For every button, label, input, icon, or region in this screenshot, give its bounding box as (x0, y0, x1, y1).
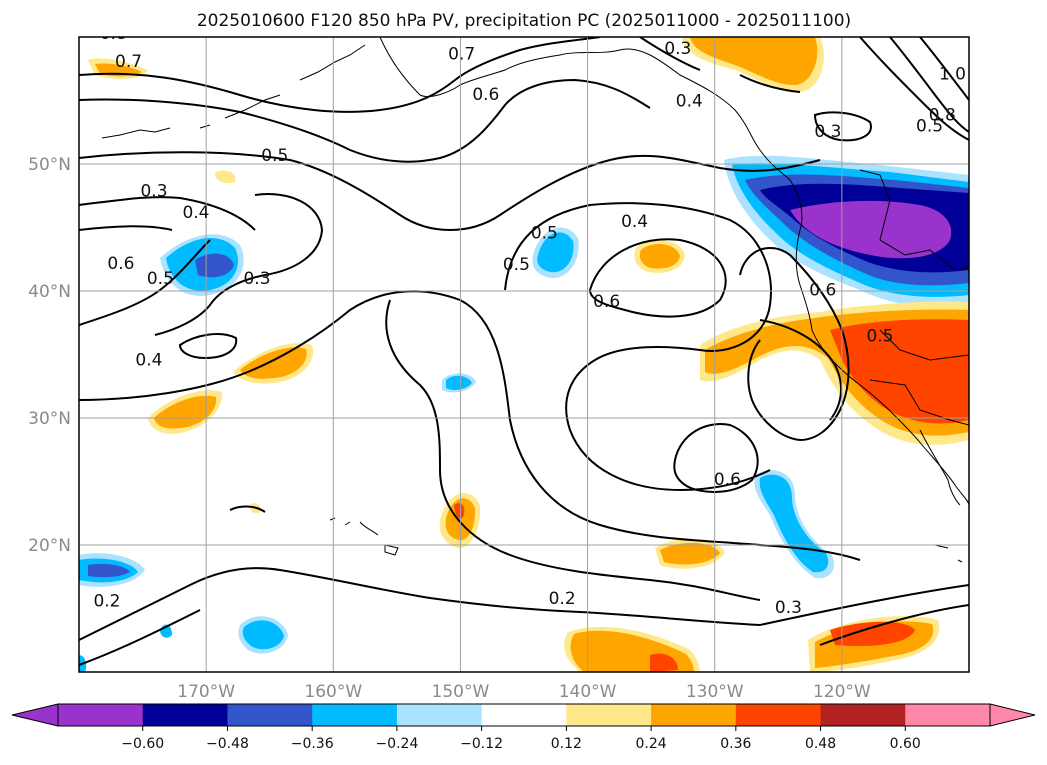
contour-label: 0.8 (100, 24, 127, 44)
contour-label: 0.7 (448, 44, 475, 64)
latitude-label: 50°N (28, 155, 71, 175)
colorbar-bin (651, 704, 737, 726)
contour-label: 0.3 (814, 122, 841, 142)
contour-label: 0.5 (261, 146, 288, 166)
colorbar-tick-label: 0.36 (720, 736, 751, 752)
latitude-labels: 50°N 40°N 30°N 20°N (28, 155, 71, 556)
colorbar-bin (481, 704, 567, 726)
contour-label: 0.6 (472, 85, 499, 105)
colorbar-tick-label: −0.60 (121, 736, 164, 752)
colorbar-tick-label: 0.12 (551, 736, 582, 752)
map-title: 2025010600 F120 850 hPa PV, precipitatio… (197, 11, 851, 31)
colorbar-bin (396, 704, 483, 726)
longitude-labels: 170°W 160°W 150°W 140°W 130°W 120°W (177, 682, 871, 702)
colorbar-bin (58, 704, 144, 726)
colorbar: −0.60 −0.48 −0.36 −0.24 −0.12 0.12 0.24 0.36 0.4… (11, 703, 1036, 752)
contour-label: 0.8 (929, 105, 956, 125)
colorbar-bin (905, 704, 991, 726)
colorbar-under-arrow (11, 703, 59, 727)
colorbar-tick-label: −0.12 (460, 736, 503, 752)
longitude-label: 130°W (686, 682, 744, 702)
colorbar-bin (227, 704, 313, 726)
latitude-label: 30°N (28, 409, 71, 429)
contour-label: 0.5 (916, 117, 943, 137)
latitude-label: 20°N (28, 536, 71, 556)
colorbar-tick-label: −0.36 (291, 736, 334, 752)
colorbar-bin (735, 704, 822, 726)
grid-lines (79, 37, 969, 672)
contour-label: 0.5 (531, 223, 558, 243)
contour-labels: 0.80.7 0.70.60.30.40.30.50.30.4 0.40.50.50… (93, 24, 966, 618)
colorbar-tick-label: −0.48 (206, 736, 249, 752)
contour-label: 0.7 (115, 52, 142, 72)
longitude-label: 120°W (813, 682, 871, 702)
contour-label: 0.2 (549, 589, 576, 609)
contour-label: 0.5 (866, 326, 893, 346)
contour-label: 0.6 (107, 254, 134, 274)
contour-label: 0.3 (664, 39, 691, 59)
contour-label: 0.4 (182, 203, 209, 223)
contour-label: 0.6 (593, 292, 620, 312)
contour-label: 0.5 (147, 269, 174, 289)
colorbar-over-arrow (989, 703, 1036, 727)
longitude-label: 160°W (304, 682, 362, 702)
longitude-label: 150°W (432, 682, 490, 702)
colorbar-bin (820, 704, 906, 726)
contour-label: 0.6 (809, 281, 836, 301)
longitude-label: 140°W (559, 682, 617, 702)
contour-label: 0.2 (93, 592, 120, 612)
contour-label: 0.6 (714, 470, 741, 490)
colorbar-bin (312, 704, 398, 726)
contour-label: 0.4 (621, 212, 648, 232)
colorbar-bin (566, 704, 652, 726)
longitude-label: 170°W (177, 682, 235, 702)
contour-label: 0.3 (243, 269, 270, 289)
contour-label: 0.3 (140, 181, 167, 201)
map-frame (78, 36, 970, 673)
contour-label: 0.5 (503, 255, 530, 275)
contour-label: 1.0 (939, 65, 966, 85)
contour-label: 0.3 (775, 598, 802, 618)
colorbar-tick-label: −0.24 (375, 736, 418, 752)
colorbar-bin (142, 704, 228, 726)
precipitation-shading (79, 37, 969, 672)
pv-contours (79, 37, 969, 666)
contour-label: 0.4 (676, 91, 703, 111)
colorbar-tick-label: 0.24 (636, 736, 667, 752)
colorbar-frame (57, 703, 991, 727)
colorbar-tick-label: 0.48 (805, 736, 836, 752)
contour-label: 0.4 (135, 350, 162, 370)
colorbar-tick-label: 0.60 (890, 736, 921, 752)
latitude-label: 40°N (28, 282, 71, 302)
